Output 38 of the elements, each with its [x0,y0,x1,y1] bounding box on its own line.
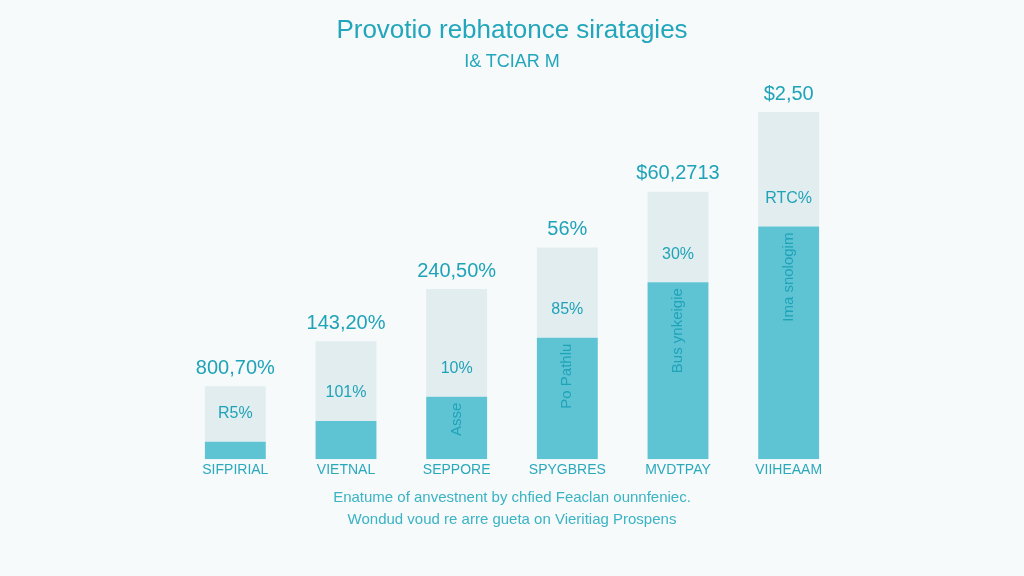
annotation: $2,50 [763,81,814,104]
x-tick-label: SIFPIRIAL [202,461,269,478]
x-tick-label: VIETNAL [316,461,376,478]
annotation: RTC% [765,188,813,206]
chart-title: Provotio rebhatonce siratagies [335,13,689,45]
annotation: $60,2713 [636,161,720,184]
bar [204,386,266,442]
annotation: R5% [217,404,253,422]
x-tick-label: VIIHEAAM [755,461,823,478]
bar [426,396,488,460]
annotation: 10% [440,359,473,377]
x-tick-label: SEPPORE [422,461,491,478]
bar [204,441,266,460]
annotation: 800,70% [195,355,276,378]
text: Wondud voud re arre gueta on Vieritiag Prospens [346,509,678,529]
bar [426,289,488,397]
bar [647,191,709,283]
bar [758,112,820,227]
x-tick-label: SPYGBRES [528,461,606,478]
bar [758,226,820,460]
bar [536,247,598,338]
annotation: 30% [661,244,695,262]
chart-subtitle: I& TCIAR M [463,51,561,72]
annotation: Ima snologim [778,232,796,322]
annotation: 85% [551,300,584,318]
annotation: Bus ynkeigie [668,288,686,374]
text: Enatume of anvestnent by chfied Feaclan ounnfeniec. [332,487,692,507]
annotation: Asse [446,402,464,437]
bar [315,421,377,460]
x-tick-label: MVDTPAY [645,461,712,478]
bar [647,282,709,460]
annotation: 240,50% [417,258,497,281]
annotation: Po Pathlu [557,343,575,409]
annotation: 143,20% [306,310,386,333]
bar [315,341,377,422]
annotation: 101% [325,383,367,401]
annotation: 56% [547,216,588,239]
bar [536,337,598,460]
